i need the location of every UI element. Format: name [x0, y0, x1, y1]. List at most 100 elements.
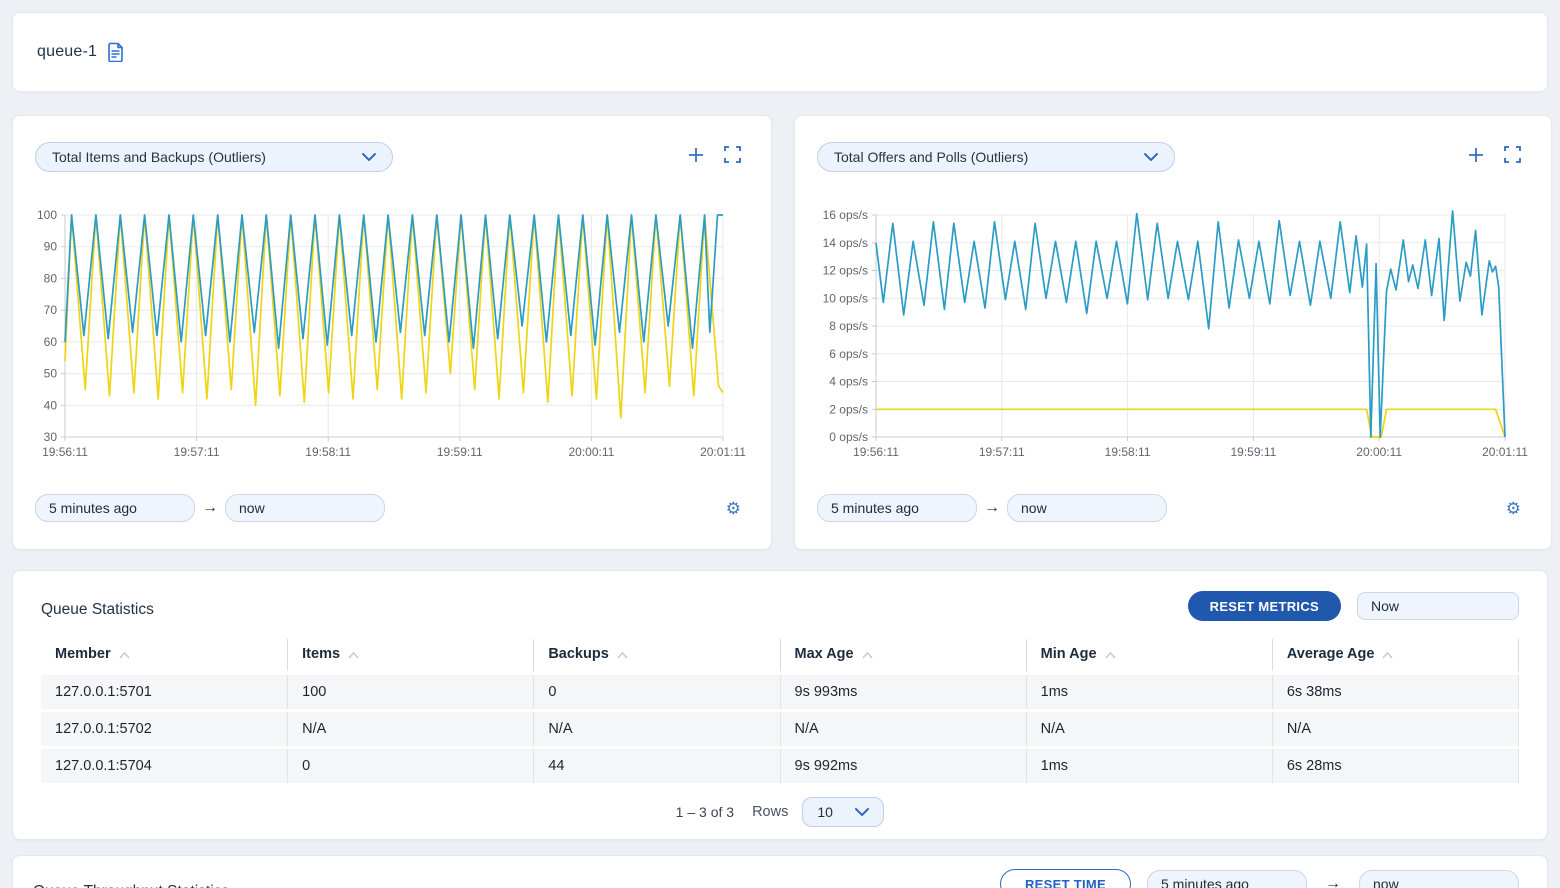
reset-metrics-button[interactable]: RESET METRICS — [1187, 591, 1341, 621]
rows-per-page-value: 10 — [817, 804, 833, 820]
svg-text:70: 70 — [44, 303, 58, 317]
sort-ascending-icon — [119, 651, 130, 659]
table-row[interactable]: 127.0.0.1:5701 100 0 9s 993ms 1ms 6s 38ms — [41, 675, 1519, 709]
chart-panel-items-backups: Total Items and Backups (Outliers) 19:56… — [12, 115, 772, 550]
sort-ascending-icon — [1104, 651, 1116, 659]
svg-text:14 ops/s: 14 ops/s — [823, 236, 868, 250]
arrow-right-icon: → — [984, 499, 1000, 516]
queue-statistics-title: Queue Statistics — [41, 601, 154, 618]
throughput-from-input[interactable] — [1147, 870, 1307, 888]
chevron-down-icon — [855, 808, 870, 816]
rows-per-page-select[interactable]: 10 — [802, 797, 885, 827]
svg-text:100: 100 — [37, 208, 57, 222]
column-header-max-age[interactable]: Max Age — [779, 639, 1026, 671]
fullscreen-icon[interactable] — [724, 146, 741, 163]
svg-text:20:01:11: 20:01:11 — [1482, 445, 1528, 459]
svg-text:50: 50 — [44, 367, 58, 381]
table-cell: 1ms — [1025, 749, 1272, 783]
table-cell: N/A — [1025, 712, 1272, 746]
column-header-min-age[interactable]: Min Age — [1025, 639, 1272, 671]
sort-ascending-icon — [617, 651, 628, 659]
time-from-input[interactable] — [817, 494, 977, 522]
add-chart-button[interactable] — [1468, 147, 1484, 163]
svg-text:60: 60 — [44, 335, 58, 349]
queue-throughput-card: Queue Throughput Statistics RESET TIME → — [12, 855, 1548, 888]
gear-icon[interactable]: ⚙︎ — [1505, 498, 1521, 518]
arrow-right-icon: → — [1325, 875, 1341, 888]
table-cell: N/A — [533, 712, 779, 746]
svg-text:19:57:11: 19:57:11 — [174, 445, 220, 459]
time-from-input[interactable] — [35, 494, 195, 522]
add-chart-button[interactable] — [688, 147, 704, 163]
svg-text:19:56:11: 19:56:11 — [853, 445, 899, 459]
pagination: 1 – 3 of 3 Rows 10 — [41, 797, 1519, 827]
table-cell: 44 — [533, 749, 779, 783]
chart-panel-offers-polls: Total Offers and Polls (Outliers) 19:56:… — [794, 115, 1552, 550]
table-body: 127.0.0.1:5701 100 0 9s 993ms 1ms 6s 38ms 127.… — [41, 675, 1519, 783]
queue-statistics-card: Queue Statistics RESET METRICS MemberIte… — [12, 570, 1548, 840]
time-to-input[interactable] — [225, 494, 385, 522]
sort-ascending-icon — [1382, 651, 1393, 659]
table-cell: 127.0.0.1:5701 — [55, 684, 152, 700]
metric-selector-label: Total Offers and Polls (Outliers) — [834, 149, 1029, 165]
svg-text:19:59:11: 19:59:11 — [437, 445, 483, 459]
table-cell: 9s 992ms — [779, 749, 1026, 783]
table-header-row: Member Items Backups Max Age Min Age Average … — [41, 639, 1519, 671]
table-cell: 100 — [287, 675, 533, 709]
svg-text:19:58:11: 19:58:11 — [305, 445, 351, 459]
time-to-input[interactable] — [1007, 494, 1167, 522]
offers-polls-line-chart: 19:56:11 19:57:11 19:58:11 19:59:11 20:00:11… — [823, 208, 1529, 459]
svg-text:2 ops/s: 2 ops/s — [829, 402, 868, 416]
column-header-backups[interactable]: Backups — [533, 639, 779, 671]
sort-ascending-icon — [348, 651, 359, 659]
svg-text:19:59:11: 19:59:11 — [1230, 445, 1276, 459]
document-icon[interactable] — [107, 42, 124, 62]
svg-text:20:00:11: 20:00:11 — [1356, 445, 1402, 459]
queue-throughput-title: Queue Throughput Statistics — [33, 883, 229, 888]
table-row[interactable]: 127.0.0.1:5702 N/A N/A N/A N/A N/A — [41, 712, 1519, 746]
svg-text:12 ops/s: 12 ops/s — [823, 264, 868, 278]
column-header-average-age[interactable]: Average Age — [1271, 639, 1518, 671]
svg-text:6 ops/s: 6 ops/s — [829, 347, 868, 361]
svg-text:19:57:11: 19:57:11 — [979, 445, 1025, 459]
table-cell: N/A — [1271, 712, 1518, 746]
svg-text:20:00:11: 20:00:11 — [568, 445, 614, 459]
table-cell: N/A — [287, 712, 533, 746]
table-cell: 1ms — [1025, 675, 1272, 709]
table-row[interactable]: 127.0.0.1:5704 0 44 9s 992ms 1ms 6s 28ms — [41, 749, 1519, 783]
table-cell: 127.0.0.1:5704 — [55, 758, 152, 774]
page-title: queue-1 — [37, 43, 98, 60]
chevron-down-icon — [1144, 153, 1158, 161]
column-header-items[interactable]: Items — [287, 639, 533, 671]
svg-text:19:58:11: 19:58:11 — [1105, 445, 1151, 459]
metric-selector-label: Total Items and Backups (Outliers) — [52, 149, 266, 165]
svg-text:8 ops/s: 8 ops/s — [829, 319, 868, 333]
sort-ascending-icon — [862, 651, 873, 659]
svg-text:40: 40 — [44, 398, 58, 412]
metric-selector[interactable]: Total Items and Backups (Outliers) — [35, 142, 393, 172]
items-backups-line-chart: 19:56:11 19:57:11 19:58:11 19:59:11 20:00:11… — [37, 208, 746, 459]
reset-time-button[interactable]: RESET TIME — [999, 869, 1131, 888]
table-cell: 6s 38ms — [1271, 675, 1518, 709]
rows-per-page-label: Rows — [752, 804, 789, 820]
svg-text:19:56:11: 19:56:11 — [42, 445, 88, 459]
table-cell: 6s 28ms — [1271, 749, 1518, 783]
svg-text:4 ops/s: 4 ops/s — [829, 375, 868, 389]
column-header-member[interactable]: Member — [41, 639, 287, 671]
table-cell: 0 — [287, 749, 533, 783]
svg-text:0 ops/s: 0 ops/s — [829, 430, 868, 444]
queue-header-card: queue-1 — [12, 12, 1548, 92]
svg-text:10 ops/s: 10 ops/s — [823, 291, 868, 305]
fullscreen-icon[interactable] — [1504, 146, 1521, 163]
arrow-right-icon: → — [202, 499, 218, 516]
table-cell: 0 — [533, 675, 779, 709]
chevron-down-icon — [362, 153, 376, 161]
svg-text:16 ops/s: 16 ops/s — [823, 208, 868, 222]
queue-statistics-table: Member Items Backups Max Age Min Age Average … — [41, 639, 1519, 783]
svg-text:20:01:11: 20:01:11 — [700, 445, 746, 459]
throughput-to-input[interactable] — [1359, 870, 1519, 888]
table-cell: 127.0.0.1:5702 — [55, 721, 152, 737]
metric-selector[interactable]: Total Offers and Polls (Outliers) — [817, 142, 1175, 172]
metrics-time-input[interactable] — [1357, 592, 1519, 620]
gear-icon[interactable]: ⚙︎ — [725, 498, 741, 518]
